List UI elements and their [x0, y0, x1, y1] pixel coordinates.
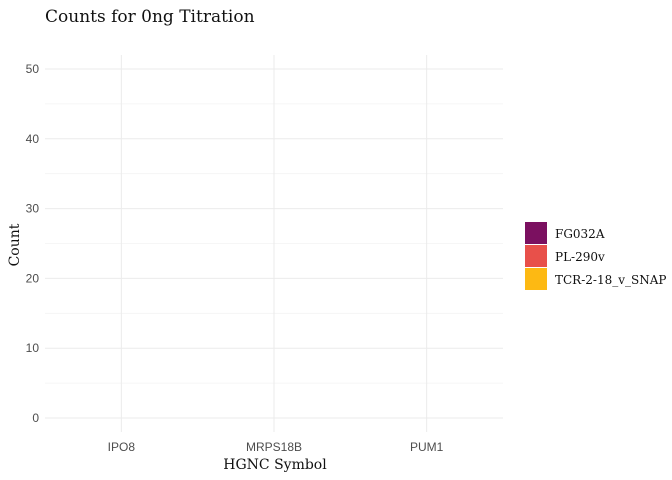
y-axis-title: Count: [7, 223, 23, 266]
y-axis-ticks: 0 10 20 30 40 50: [26, 62, 40, 425]
y-tick-label: 30: [26, 202, 40, 216]
legend-label: FG032A: [555, 227, 605, 241]
x-axis-ticks: IPO8 MRPS18B PUM1: [108, 440, 444, 454]
legend-key: [525, 245, 547, 267]
y-tick-label: 40: [26, 132, 40, 146]
grid: [45, 55, 503, 432]
y-tick-label: 50: [26, 62, 40, 76]
x-axis-title: HGNC Symbol: [223, 457, 327, 473]
x-tick-label: PUM1: [410, 440, 444, 454]
x-tick-label: MRPS18B: [246, 440, 302, 454]
y-tick-label: 20: [26, 271, 40, 285]
legend-key: [525, 222, 547, 244]
legend: FG032A PL-290v TCR-2-18_v_SNAP: [525, 222, 666, 290]
legend-label: PL-290v: [555, 250, 605, 264]
y-tick-label: 10: [26, 341, 40, 355]
y-tick-label: 0: [32, 411, 39, 425]
chart-title: Counts for 0ng Titration: [45, 7, 255, 27]
legend-key: [525, 268, 547, 290]
x-tick-label: IPO8: [108, 440, 136, 454]
legend-label: TCR-2-18_v_SNAP: [555, 273, 666, 287]
